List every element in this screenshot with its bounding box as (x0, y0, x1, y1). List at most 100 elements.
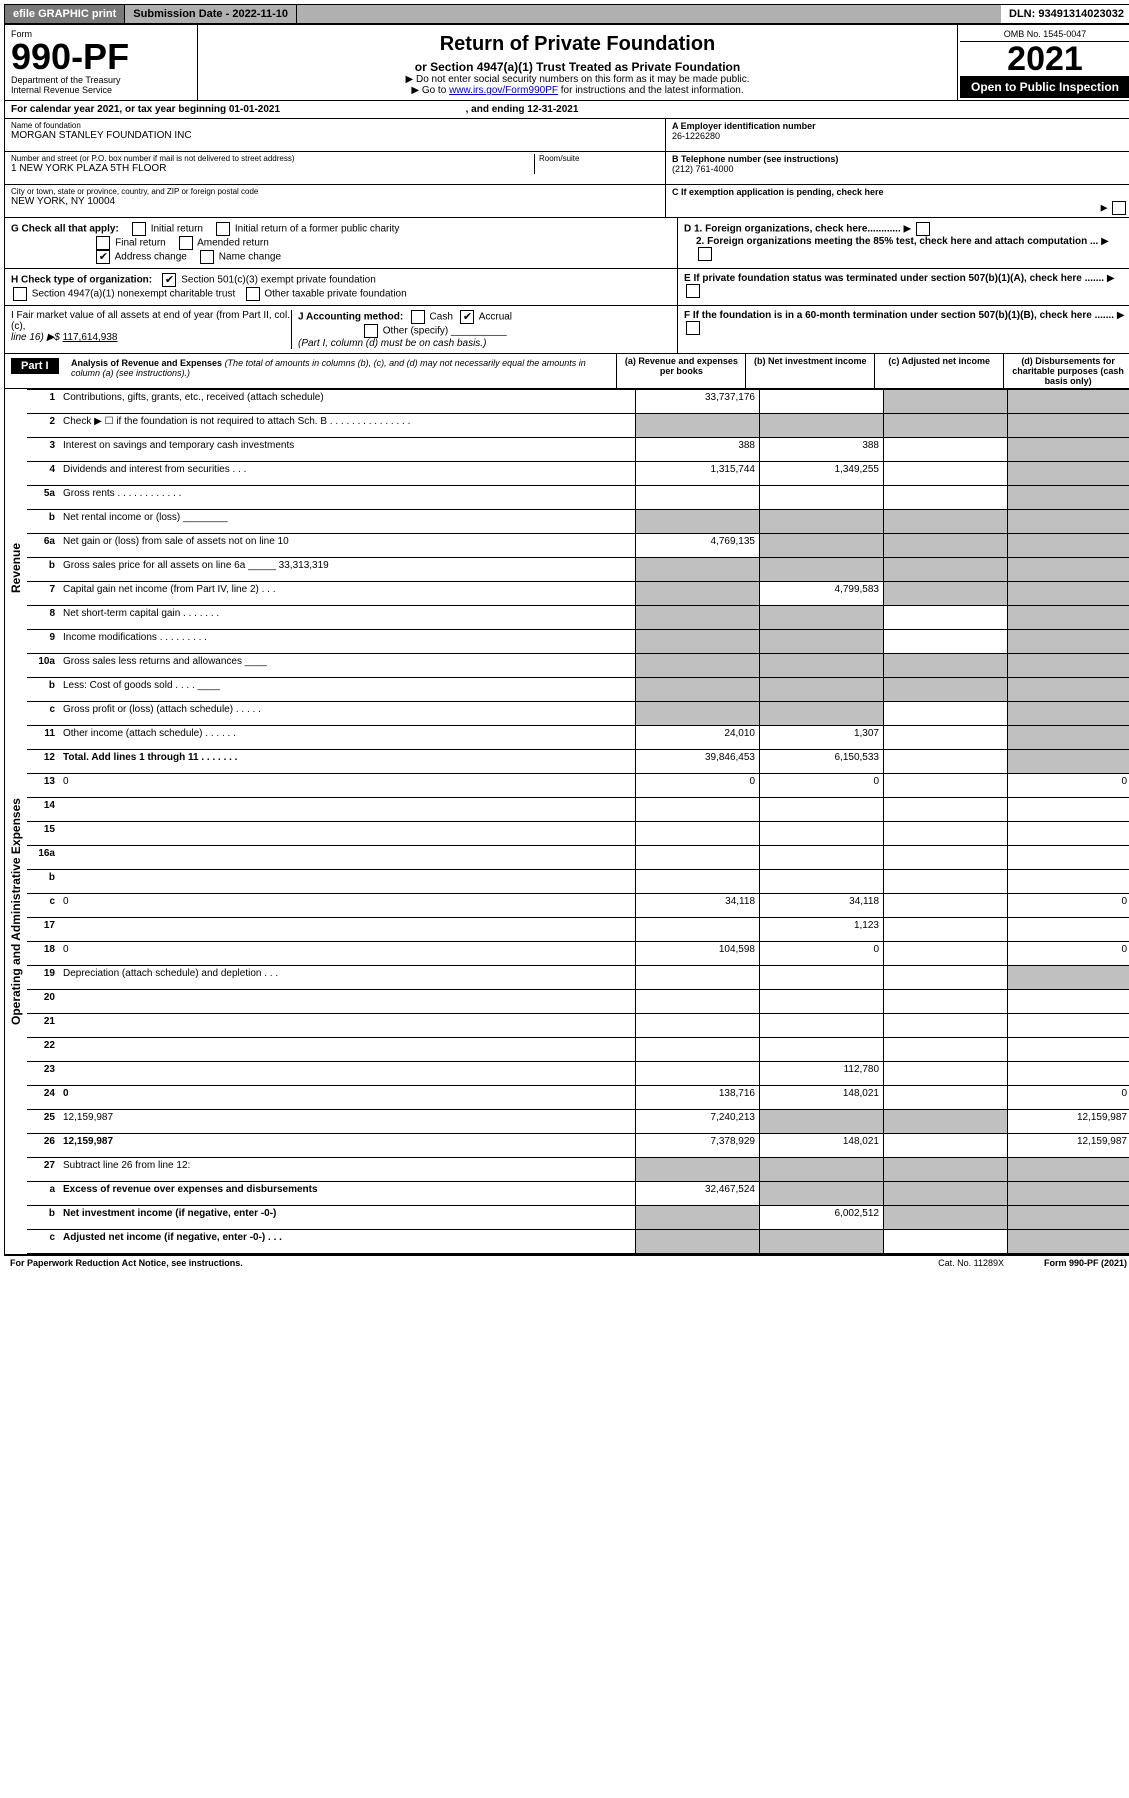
amount-cell (760, 822, 884, 846)
line-desc: Net gain or (loss) from sale of assets n… (59, 534, 636, 558)
line-desc: Excess of revenue over expenses and disb… (59, 1182, 636, 1206)
phone: (212) 761-4000 (672, 164, 1126, 174)
table-row: 17 1,123 (5, 918, 1129, 942)
line-desc: Net rental income or (loss) ________ (59, 510, 636, 534)
amount-cell (884, 702, 1008, 726)
table-row: 14 (5, 798, 1129, 822)
table-row: bGross sales price for all assets on lin… (5, 558, 1129, 582)
amount-cell (760, 534, 884, 558)
line-number: 10a (27, 654, 59, 678)
g-former-checkbox[interactable] (216, 222, 230, 236)
amount-cell (884, 774, 1008, 798)
amount-cell: 4,769,135 (636, 534, 760, 558)
amount-cell (884, 966, 1008, 990)
form-header: Form 990-PF Department of the Treasury I… (5, 25, 1129, 101)
amount-cell: 1,123 (760, 918, 884, 942)
g-address-checkbox[interactable]: ✔ (96, 250, 110, 264)
line-number: b (27, 678, 59, 702)
table-row: 21 (5, 1014, 1129, 1038)
section-g: G Check all that apply: Initial return I… (5, 218, 1129, 269)
calendar-year-row: For calendar year 2021, or tax year begi… (5, 101, 1129, 119)
f-checkbox[interactable] (686, 321, 700, 335)
amount-cell (1008, 990, 1129, 1014)
amount-cell (636, 870, 760, 894)
table-row: 20 (5, 990, 1129, 1014)
line-number: 12 (27, 750, 59, 774)
d1-checkbox[interactable] (916, 222, 930, 236)
h-other-checkbox[interactable] (246, 287, 260, 301)
amount-cell: 1,315,744 (636, 462, 760, 486)
efile-label[interactable]: efile GRAPHIC print (5, 5, 125, 23)
g-name-checkbox[interactable] (200, 250, 214, 264)
line-desc: Contributions, gifts, grants, etc., rece… (59, 390, 636, 414)
amount-cell (636, 1014, 760, 1038)
table-row: 22 (5, 1038, 1129, 1062)
g-initial-checkbox[interactable] (132, 222, 146, 236)
amount-cell: 0 (636, 774, 760, 798)
amount-cell (760, 990, 884, 1014)
e-checkbox[interactable] (686, 284, 700, 298)
line-desc: Depreciation (attach schedule) and deple… (59, 966, 636, 990)
line-number: 17 (27, 918, 59, 942)
amount-cell (884, 918, 1008, 942)
table-row: bLess: Cost of goods sold . . . . ____ (5, 678, 1129, 702)
addr: 1 NEW YORK PLAZA 5TH FLOOR (11, 163, 534, 174)
page-footer: For Paperwork Reduction Act Notice, see … (4, 1255, 1129, 1270)
amount-cell (884, 582, 1008, 606)
amount-cell (636, 606, 760, 630)
amount-cell (1008, 1158, 1129, 1182)
amount-cell (884, 1230, 1008, 1254)
amount-cell (884, 1182, 1008, 1206)
i-label2: line 16) ▶$ (11, 332, 63, 343)
line-desc: Adjusted net income (if negative, enter … (59, 1230, 636, 1254)
amount-cell (636, 486, 760, 510)
line-desc: Total. Add lines 1 through 11 . . . . . … (59, 750, 636, 774)
amount-cell (636, 1158, 760, 1182)
amount-cell (1008, 534, 1129, 558)
j-accrual-checkbox[interactable]: ✔ (460, 310, 474, 324)
irs-link[interactable]: www.irs.gov/Form990PF (449, 85, 558, 96)
i-label1: I Fair market value of all assets at end… (11, 310, 290, 332)
amount-cell (884, 726, 1008, 750)
table-row: 23112,780 (5, 1062, 1129, 1086)
amount-cell: 138,716 (636, 1086, 760, 1110)
part1-label: Part I (11, 358, 59, 374)
col-a-header: (a) Revenue and expenses per books (616, 354, 745, 388)
table-row: 5aGross rents . . . . . . . . . . . . (5, 486, 1129, 510)
amount-cell (884, 438, 1008, 462)
col-b-header: (b) Net investment income (745, 354, 874, 388)
line-number: 1 (27, 390, 59, 414)
section-h: H Check type of organization: ✔ Section … (5, 269, 1129, 306)
g-amended-checkbox[interactable] (179, 236, 193, 250)
line-desc: 0 (59, 774, 636, 798)
h-4947-checkbox[interactable] (13, 287, 27, 301)
amount-cell (884, 750, 1008, 774)
top-bar: efile GRAPHIC print Submission Date - 20… (4, 4, 1129, 24)
entity-info: Name of foundation MORGAN STANLEY FOUNDA… (5, 119, 1129, 218)
line-number: 4 (27, 462, 59, 486)
amount-cell (636, 798, 760, 822)
amount-cell (760, 678, 884, 702)
table-row: b (5, 870, 1129, 894)
amount-cell (1008, 582, 1129, 606)
j-cash-checkbox[interactable] (411, 310, 425, 324)
amount-cell (1008, 606, 1129, 630)
c-label: C If exemption application is pending, c… (672, 187, 884, 197)
line-desc (59, 918, 636, 942)
amount-cell (1008, 438, 1129, 462)
h-501c3-checkbox[interactable]: ✔ (162, 273, 176, 287)
d2-checkbox[interactable] (698, 247, 712, 261)
line-desc: 12,159,987 (59, 1134, 636, 1158)
amount-cell (1008, 1230, 1129, 1254)
amount-cell (884, 942, 1008, 966)
col-d-header: (d) Disbursements for charitable purpose… (1003, 354, 1129, 388)
g-final-checkbox[interactable] (96, 236, 110, 250)
amount-cell: 0 (1008, 942, 1129, 966)
line-desc: Income modifications . . . . . . . . . (59, 630, 636, 654)
j-other-checkbox[interactable] (364, 324, 378, 338)
c-checkbox[interactable] (1112, 201, 1126, 215)
amount-cell: 104,598 (636, 942, 760, 966)
line-number: 23 (27, 1062, 59, 1086)
amount-cell: 388 (636, 438, 760, 462)
line-number: 8 (27, 606, 59, 630)
